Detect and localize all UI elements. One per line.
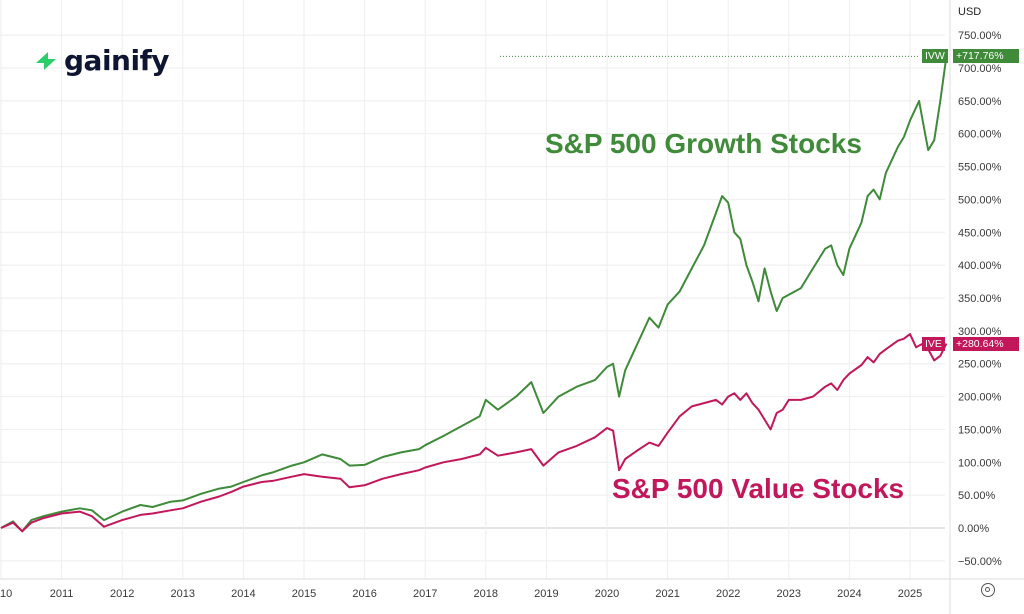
x-tick-label: 2011	[50, 588, 74, 600]
x-tick-label: 2017	[413, 588, 437, 600]
x-tick-label: 2024	[837, 588, 861, 600]
gainify-logo: gainify	[34, 44, 170, 77]
y-tick-label: 400.00%	[958, 260, 1002, 272]
currency-selector[interactable]: USD	[958, 6, 982, 18]
y-axis: −50.00% 0.00% 50.00% 100.00% 150.00% 200.00% 2…	[958, 30, 1002, 568]
series-line-ive[interactable]	[0, 333, 948, 533]
y-tick-label: 0.00%	[958, 523, 989, 535]
series-labels: S&P 500 Growth Stocks S&P 500 Value Stock…	[545, 128, 904, 504]
value-series-label: S&P 500 Value Stocks	[612, 473, 904, 504]
y-tick-label: 750.00%	[958, 30, 1002, 42]
y-tick-label: 300.00%	[958, 326, 1002, 338]
x-tick-label: 2012	[110, 588, 134, 600]
x-tick-label: 10	[0, 588, 12, 600]
ive-ticker-tag: IVE	[922, 336, 945, 351]
y-tick-label: 200.00%	[958, 392, 1002, 404]
y-tick-label: 100.00%	[958, 457, 1002, 469]
y-tick-label: 150.00%	[958, 424, 1002, 436]
y-tick-label: 500.00%	[958, 194, 1002, 206]
x-axis: 10 2011 2012 2013 2014 2015 2016 2017 2018 2019 20…	[0, 588, 922, 600]
y-tick-label: −50.00%	[958, 556, 1002, 568]
growth-series-label: S&P 500 Growth Stocks	[545, 128, 862, 159]
y-tick-label: 50.00%	[958, 490, 996, 502]
y-tick-label: 600.00%	[958, 129, 1002, 141]
x-tick-label: 2018	[474, 588, 498, 600]
x-tick-label: 2016	[352, 588, 376, 600]
y-tick-label: 250.00%	[958, 359, 1002, 371]
x-tick-label: 2022	[716, 588, 740, 600]
y-tick-label: 650.00%	[958, 96, 1002, 108]
x-tick-label: 2023	[777, 588, 801, 600]
gainify-logo-icon	[36, 51, 56, 70]
brand-name: gainify	[64, 44, 170, 77]
settings-icon[interactable]	[981, 583, 995, 597]
ive-last-value-tag: +280.64%	[953, 336, 1019, 351]
x-tick-label: 2020	[595, 588, 619, 600]
y-tick-label: 700.00%	[958, 63, 1002, 75]
x-tick-label: 2015	[292, 588, 316, 600]
y-tick-label: 350.00%	[958, 293, 1002, 305]
x-tick-label: 2025	[898, 588, 922, 600]
series-layer	[0, 55, 948, 533]
y-tick-label: 550.00%	[958, 162, 1002, 174]
ivw-last-value-tag: +717.76%	[953, 49, 1019, 64]
series-line-ivw[interactable]	[0, 56, 948, 533]
x-tick-label: 2013	[171, 588, 195, 600]
y-tick-label: 450.00%	[958, 227, 1002, 239]
ivw-ticker-tag: IVW	[922, 49, 948, 64]
x-tick-label: 2019	[534, 588, 558, 600]
x-tick-label: 2014	[231, 588, 255, 600]
x-tick-label: 2021	[655, 588, 679, 600]
